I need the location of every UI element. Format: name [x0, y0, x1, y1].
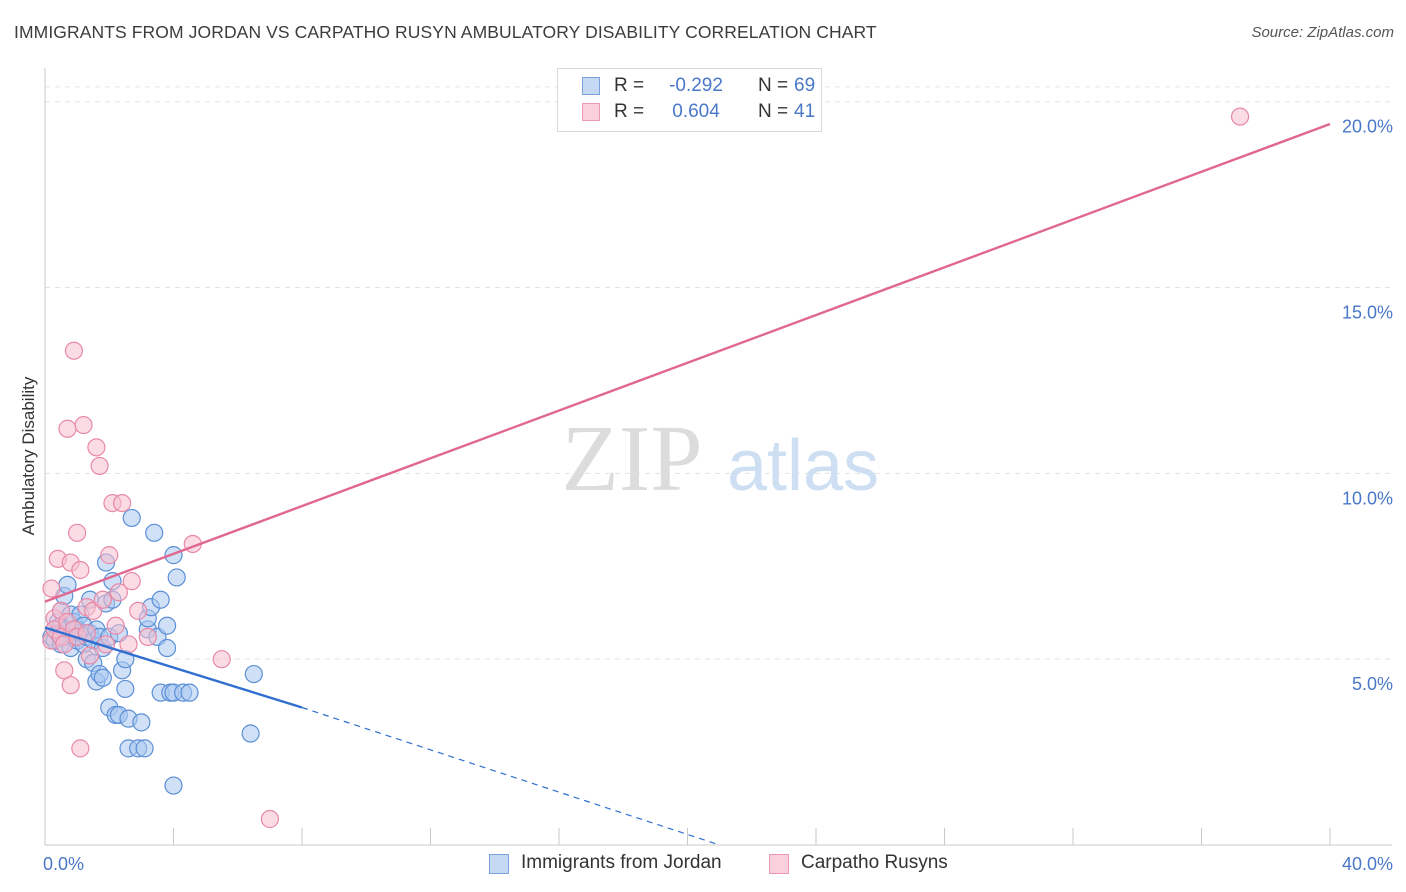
jordan-point [164, 546, 183, 565]
chart-title: IMMIGRANTS FROM JORDAN VS CARPATHO RUSYN… [14, 22, 877, 42]
rusyn-point [260, 809, 279, 829]
bottom-legend-label: Immigrants from Jordan [521, 852, 722, 873]
bottom-legend-swatch-blue [489, 854, 509, 874]
rusyn-point [61, 676, 80, 695]
jordan-point [241, 724, 260, 743]
jordan-point [93, 668, 112, 687]
rusyn-point [119, 635, 138, 654]
x-tick-label: 40.0% [1342, 854, 1393, 874]
rusyn-point [109, 583, 128, 602]
y-tick-label: 20.0% [1342, 117, 1393, 137]
rusyn-point [80, 646, 100, 665]
legend-r-value: -0.292 [669, 75, 723, 96]
rusyn-point [100, 546, 119, 565]
y-tick-label: 15.0% [1342, 303, 1393, 323]
grid-lines [45, 86, 1392, 660]
jordan-point [157, 638, 177, 658]
legend-r-value: 0.604 [672, 101, 720, 122]
y-tick-label: 10.0% [1342, 488, 1393, 508]
x-tick-label: 0.0% [43, 854, 84, 874]
rusyn-point [58, 419, 77, 438]
rusyn-point [71, 560, 90, 580]
legend-n-label: N = [758, 75, 789, 96]
axes [44, 68, 1392, 846]
y-tick-label: 5.0% [1352, 674, 1393, 694]
jordan-trend-line [44, 626, 303, 709]
jordan-point [145, 523, 164, 542]
series-rusyn-points [42, 107, 1250, 829]
jordan-point [157, 616, 177, 635]
watermark-zip: ZIP [562, 407, 703, 511]
legend-swatch-pink [582, 103, 600, 121]
legend-n-value: 69 [794, 75, 816, 96]
jordan-point [116, 679, 135, 699]
y-tick-labels: 5.0% 10.0% 15.0% 20.0% [1342, 117, 1393, 694]
jordan-point [135, 739, 154, 758]
rusyn-point [122, 572, 141, 591]
rusyn-point [106, 616, 125, 635]
rusyn-point [129, 601, 148, 620]
rusyn-point [212, 650, 231, 669]
jordan-point [167, 568, 186, 587]
jordan-point [151, 590, 170, 609]
rusyn-point [138, 627, 157, 646]
watermark: ZIP atlas [562, 407, 880, 511]
rusyn-point [74, 415, 93, 435]
jordan-point [244, 664, 263, 684]
rusyn-point [68, 523, 87, 542]
rusyn-point [64, 341, 84, 360]
legend-n-label: N = [758, 101, 789, 122]
chart-source: Source: ZipAtlas.com [1251, 24, 1394, 41]
rusyn-point [1230, 107, 1250, 126]
jordan-point [180, 683, 199, 702]
legend-r-label: R = [614, 75, 645, 96]
y-axis-label: Ambulatory Disability [19, 376, 38, 535]
rusyn-point [87, 438, 106, 457]
legend-n-value: 41 [794, 101, 816, 122]
legend-r-label: R = [614, 101, 645, 122]
jordan-point [132, 713, 151, 732]
rusyn-point [112, 493, 132, 513]
x-tick-labels: 0.0% 40.0% [43, 854, 1393, 874]
legend-swatch-blue [582, 77, 600, 95]
rusyn-point [93, 590, 112, 609]
rusyn-trend-line [44, 122, 1331, 603]
stats-legend: R = -0.292 N = 69 R = 0.604 N = 41 [557, 68, 822, 132]
rusyn-point [42, 579, 61, 598]
jordan-trend-extension [301, 706, 720, 846]
jordan-point [164, 776, 183, 795]
trend-lines [44, 122, 1331, 846]
bottom-legend-label: Carpatho Rusyns [801, 852, 948, 873]
rusyn-point [90, 456, 109, 476]
watermark-atlas: atlas [727, 426, 879, 506]
rusyn-point [71, 739, 90, 758]
bottom-legend-swatch-pink [769, 854, 789, 874]
jordan-point [122, 508, 141, 528]
